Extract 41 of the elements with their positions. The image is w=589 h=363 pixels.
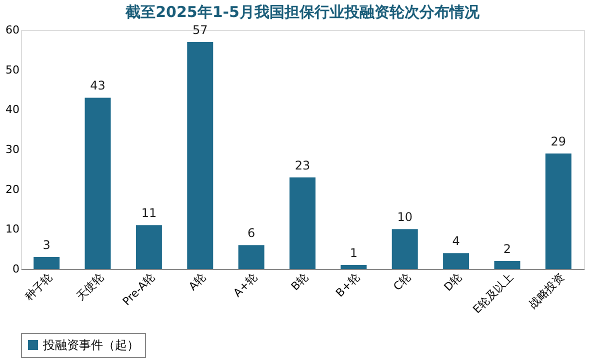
y-tick-label: 10 (6, 222, 20, 236)
bar (238, 245, 264, 269)
x-tick-label: E轮及以上 (470, 270, 516, 316)
x-tick-label: A+轮 (230, 270, 260, 300)
bar (187, 42, 214, 269)
bar (84, 98, 111, 269)
bar (340, 265, 367, 269)
bar (136, 225, 162, 269)
data-label: 10 (397, 210, 413, 224)
y-tick-label: 40 (6, 103, 20, 116)
data-label: 2 (503, 242, 512, 256)
data-label: 1 (350, 246, 358, 260)
data-label: 6 (248, 226, 256, 240)
data-label: 57 (192, 22, 208, 37)
x-tick-label: C轮 (390, 270, 414, 294)
data-label: 11 (141, 206, 157, 220)
y-tick-label: 60 (6, 24, 20, 36)
x-tick-label: A轮 (186, 270, 209, 294)
data-label: 23 (294, 158, 310, 172)
y-tick-label: 50 (6, 63, 20, 76)
data-label: 3 (42, 238, 50, 252)
bar (494, 261, 520, 269)
y-tick-label: 30 (6, 143, 20, 156)
data-label: 4 (452, 234, 460, 248)
data-label: 43 (90, 78, 106, 93)
x-tick-label: 战略投资 (526, 270, 567, 312)
bar (545, 153, 572, 269)
x-tick-label: D轮 (442, 270, 465, 294)
bar (443, 253, 470, 269)
bar (392, 229, 418, 269)
bar (290, 177, 316, 269)
chart-title: 截至2025年1-5月我国担保行业投融资轮次分布情况 (124, 2, 480, 21)
x-tick-label: B轮 (288, 270, 311, 294)
data-label: 29 (550, 134, 566, 148)
y-tick-label: 20 (6, 182, 20, 196)
x-tick-label: 种子轮 (22, 270, 56, 304)
x-tick-label: B+轮 (333, 270, 362, 300)
bar (34, 257, 60, 269)
legend-label: 投融资事件（起） (42, 338, 139, 352)
x-tick-label: 天使轮 (74, 270, 106, 304)
y-tick-label: 0 (12, 262, 20, 276)
